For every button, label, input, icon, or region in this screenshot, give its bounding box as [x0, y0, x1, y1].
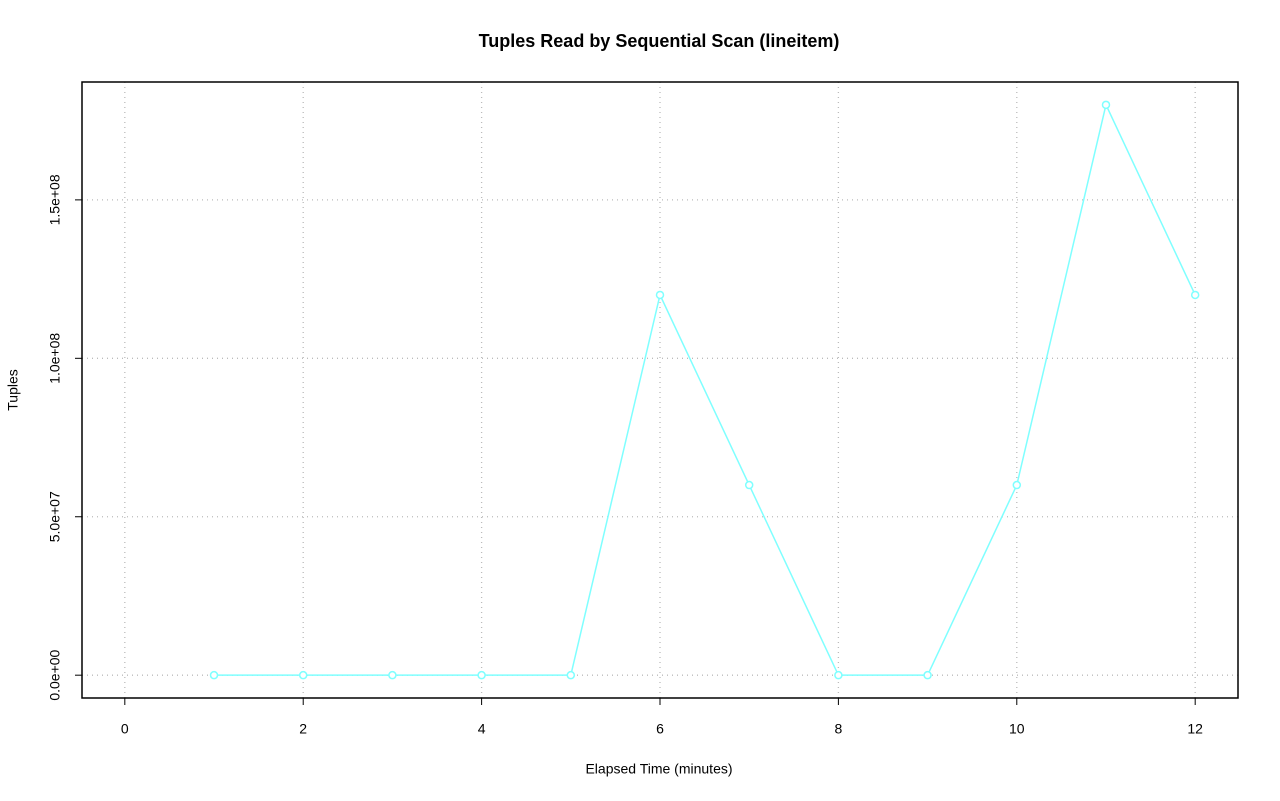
- x-axis-label: Elapsed Time (minutes): [585, 761, 732, 777]
- point: [923, 670, 932, 680]
- x-tick-label: 4: [478, 721, 486, 737]
- y-tick-label: 0.0e+00: [47, 649, 63, 700]
- y-axis-label: Tuples: [5, 369, 21, 411]
- chart-title: Tuples Read by Sequential Scan (lineitem…: [479, 31, 840, 51]
- plot-frame: [81, 81, 1239, 699]
- point: [209, 670, 219, 680]
- point: [744, 480, 754, 490]
- series-line: [214, 102, 1196, 676]
- point: [1101, 100, 1111, 110]
- x-tick-label: 6: [656, 721, 664, 737]
- point: [1012, 480, 1022, 490]
- point: [834, 670, 843, 680]
- x-tick-label: 12: [1187, 721, 1203, 737]
- x-tick-label: 0: [121, 721, 129, 737]
- x-tick-label: 8: [834, 721, 842, 737]
- y-tick-label: 1.5e+08: [47, 174, 63, 225]
- point: [655, 290, 665, 300]
- point: [477, 670, 486, 680]
- y-tick-label: 5.0e+07: [47, 491, 63, 542]
- x-tick-label: 2: [299, 721, 307, 737]
- y-tick-label: 1.0e+08: [47, 333, 63, 384]
- point: [1190, 290, 1200, 300]
- x-tick-label: 10: [1009, 721, 1025, 737]
- point: [298, 670, 308, 680]
- point: [566, 670, 576, 680]
- point: [388, 670, 397, 680]
